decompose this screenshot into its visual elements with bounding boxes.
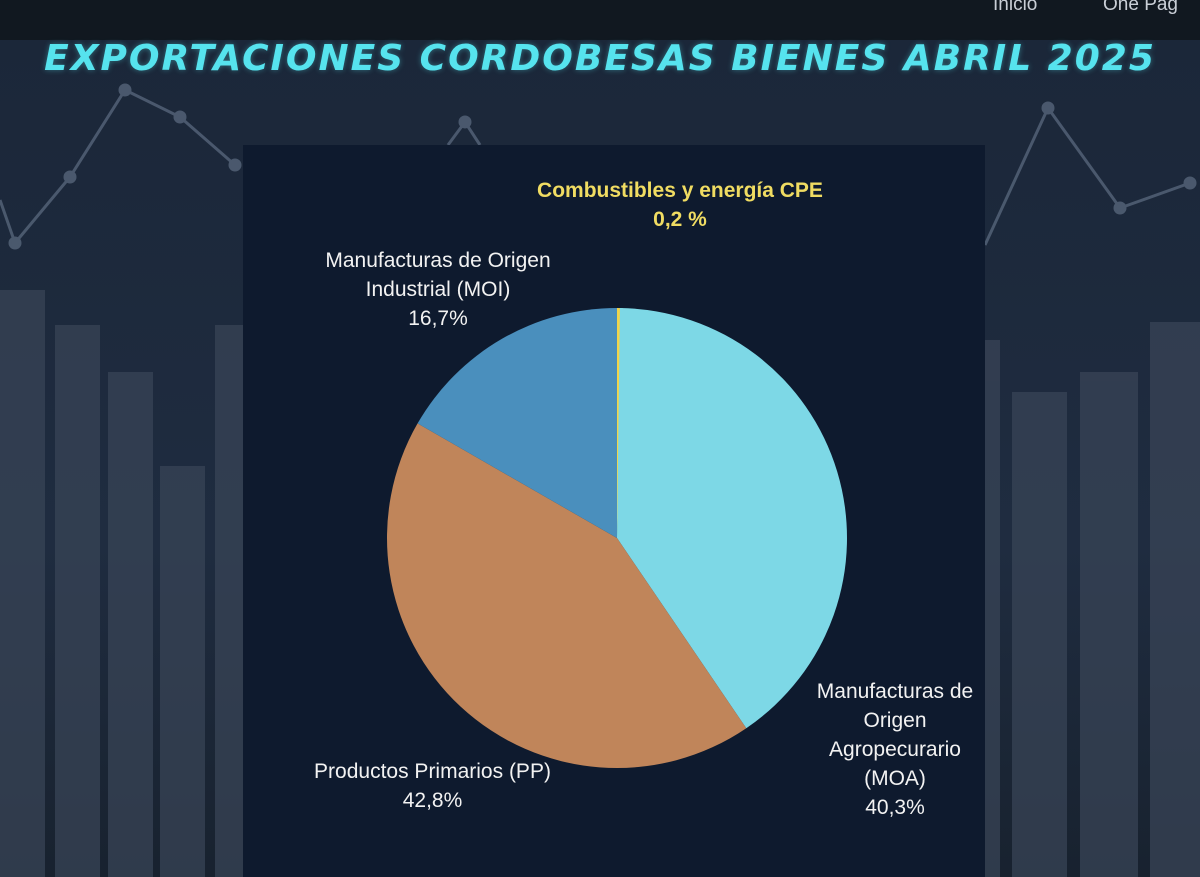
slice-value-cpe: 0,2 % bbox=[653, 208, 707, 231]
label-moa: Manufacturas de Origen Agropecurario (MO… bbox=[800, 677, 990, 822]
label-pp: Productos Primarios (PP) 42,8% bbox=[300, 757, 565, 815]
slice-value-moa: 40,3% bbox=[865, 796, 925, 819]
pie-slice-moi bbox=[417, 308, 617, 538]
slice-label-pp: Productos Primarios (PP) bbox=[314, 760, 551, 783]
chart-title: EXPORTACIONES CORDOBESAS BIENES ABRIL 20… bbox=[44, 38, 1156, 79]
label-cpe: Combustibles y energía CPE 0,2 % bbox=[480, 176, 880, 234]
slice-value-pp: 42,8% bbox=[402, 789, 463, 812]
slice-value-moi: 16,7% bbox=[408, 307, 468, 330]
slice-label-cpe: Combustibles y energía CPE bbox=[537, 179, 823, 202]
pie-slice-pp bbox=[387, 423, 747, 768]
top-navbar: Inicio One Pag bbox=[0, 0, 1200, 40]
slice-label-moa: Manufacturas de Origen Agropecurario (MO… bbox=[816, 680, 974, 790]
slice-label-moi: Manufacturas de Origen Industrial (MOI) bbox=[325, 249, 551, 301]
pie-slice-moa bbox=[617, 308, 847, 729]
nav-link-inicio[interactable]: Inicio bbox=[993, 0, 1038, 15]
label-moi: Manufacturas de Origen Industrial (MOI) … bbox=[288, 246, 588, 333]
nav-link-one-page[interactable]: One Pag bbox=[1103, 0, 1178, 15]
